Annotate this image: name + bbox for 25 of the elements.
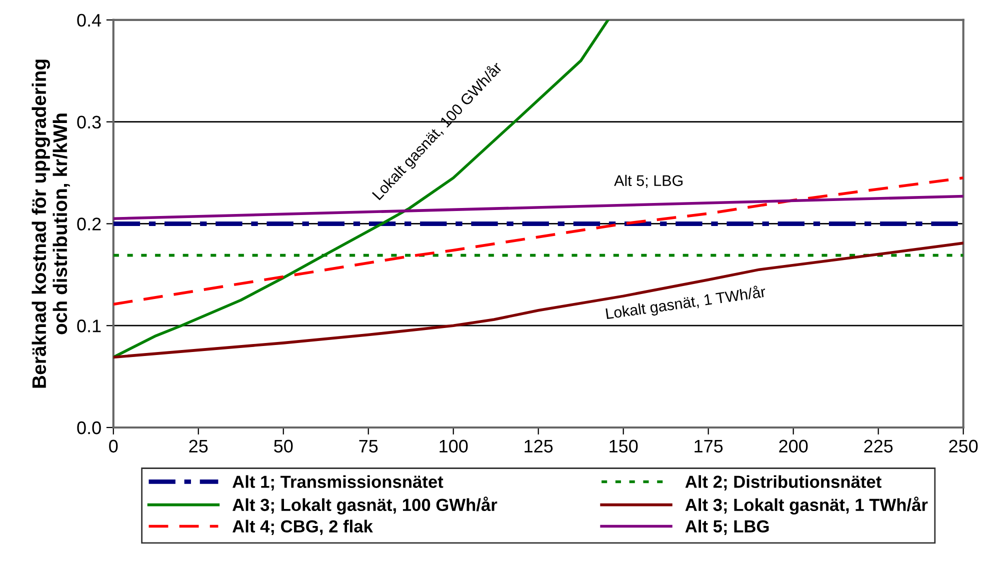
legend-label: Alt 3; Lokalt gasnät, 100 GWh/år — [232, 496, 498, 515]
legend-label: Alt 3; Lokalt gasnät, 1 TWh/år — [685, 496, 928, 515]
y-tick-label: 0.3 — [77, 116, 101, 129]
annotation: Alt 5; LBG — [614, 174, 683, 188]
x-tick-label: 175 — [694, 440, 723, 453]
x-tick-label: 200 — [779, 440, 808, 453]
x-tick-label: 75 — [359, 440, 378, 453]
legend-label: Alt 2; Distributionsnätet — [685, 475, 882, 490]
y-tick-label: 0.0 — [77, 421, 101, 434]
annotation: Lokalt gasnät, 1 TWh/år — [605, 284, 766, 322]
x-tick-label: 150 — [610, 440, 638, 453]
x-tick-label: 25 — [189, 440, 208, 453]
x-tick-label: 100 — [440, 440, 468, 453]
x-tick-label: 0 — [109, 440, 118, 453]
y-tick-label: 0.4 — [77, 14, 102, 27]
y-tick-label: 0.2 — [77, 218, 101, 230]
y-tick-label: 0.1 — [77, 320, 101, 332]
x-tick-label: 250 — [949, 440, 978, 453]
legend-label: Alt 4; CBG, 2 flak — [232, 520, 373, 536]
legend-label: Alt 1; Transmissionsnätet — [232, 475, 444, 490]
x-tick-label: 50 — [274, 440, 293, 453]
y-axis-title: Beräknad kostnad för uppgradering och distribution, kr/kWh — [32, 60, 70, 388]
x-tick-label: 125 — [524, 440, 553, 453]
x-tick-label: 225 — [864, 440, 893, 453]
legend-label: Alt 5; LBG — [685, 520, 769, 536]
